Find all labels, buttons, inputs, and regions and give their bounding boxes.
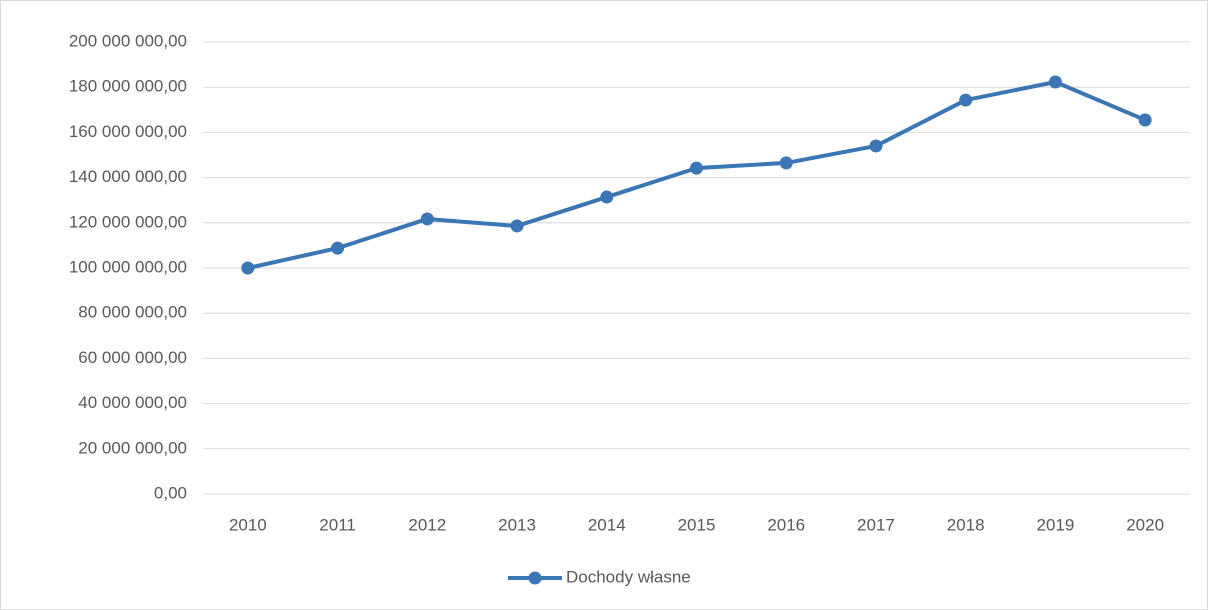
data-point [1048,75,1062,89]
y-tick-label: 120 000 000,00 [69,212,187,231]
x-tick-label: 2017 [857,515,895,534]
x-tick-label: 2016 [767,515,805,534]
y-tick-label: 80 000 000,00 [78,303,187,322]
y-tick-label: 40 000 000,00 [78,393,187,412]
data-point [690,161,703,175]
y-tick-label: 100 000 000,00 [69,257,187,276]
data-point [241,261,255,275]
x-tick-label: 2018 [947,515,985,534]
x-tick-label: 2012 [408,515,446,534]
y-tick-label: 140 000 000,00 [69,167,187,186]
data-point [331,241,345,255]
x-tick-label: 2013 [498,515,536,534]
y-tick-label: 0,00 [154,483,187,502]
y-tick-label: 160 000 000,00 [69,122,187,141]
legend-label: Dochody własne [566,567,691,586]
x-tick-label: 2014 [588,515,626,534]
x-tick-label: 2010 [229,515,267,534]
data-point [510,219,524,233]
legend-marker [528,571,542,585]
y-tick-label: 200 000 000,00 [69,31,187,50]
x-tick-label: 2011 [319,515,356,534]
x-tick-label: 2015 [678,515,716,534]
data-point [869,139,883,153]
data-point [420,212,434,226]
y-tick-label: 60 000 000,00 [78,348,187,367]
y-tick-label: 20 000 000,00 [78,438,187,457]
x-tick-label: 2020 [1126,515,1164,534]
data-point [600,190,614,204]
data-point [959,93,973,107]
x-tick-label: 2019 [1036,515,1074,534]
data-point [779,156,793,170]
data-point [1138,113,1152,127]
y-tick-label: 180 000 000,00 [69,77,187,96]
